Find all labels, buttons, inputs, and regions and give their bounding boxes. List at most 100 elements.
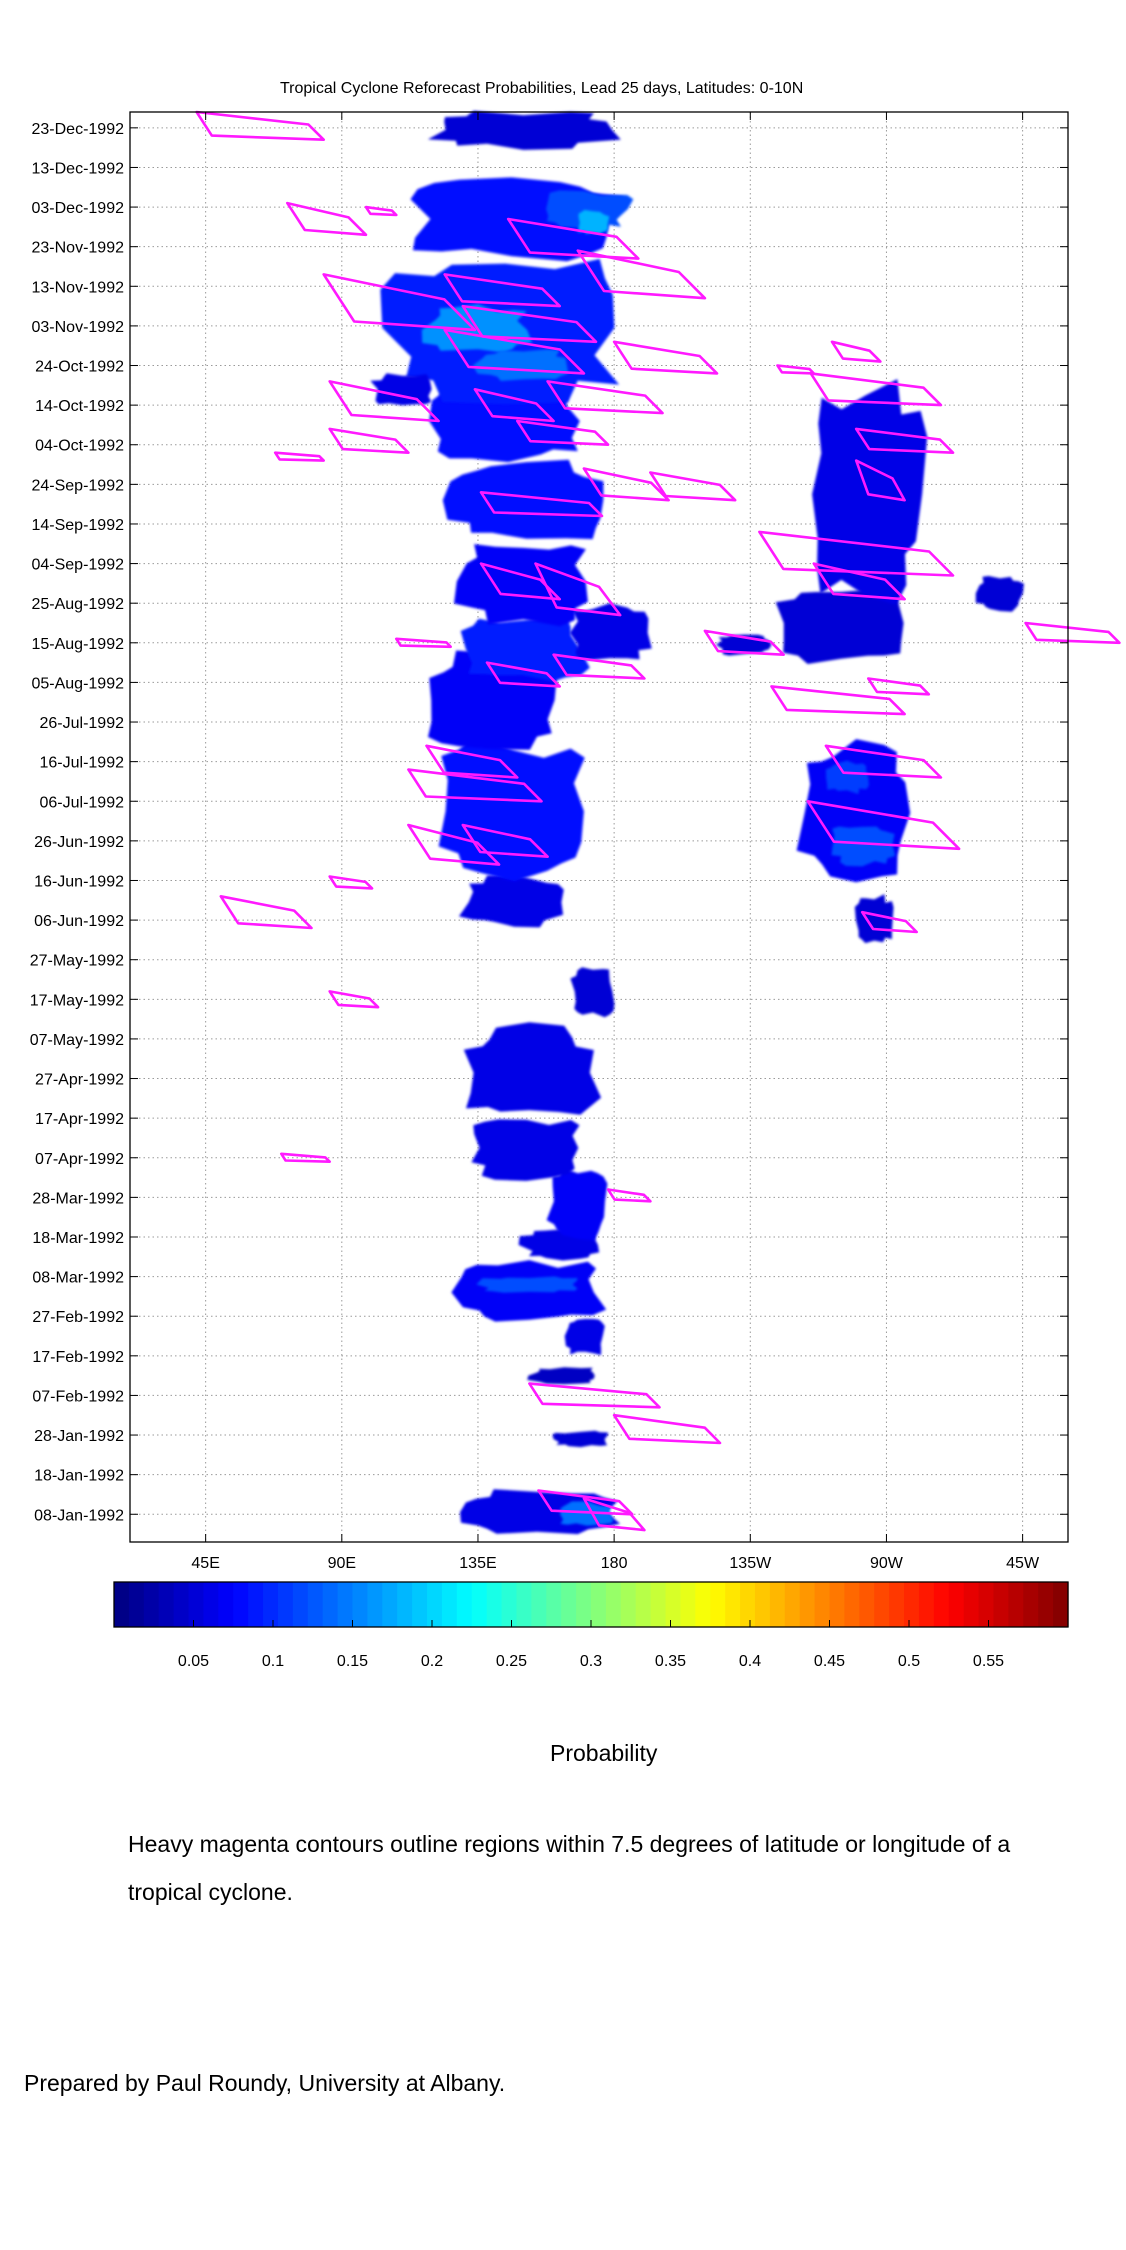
colorbar-cell-3 <box>158 1582 175 1627</box>
colorbar-cell-62 <box>1038 1582 1054 1627</box>
colorbar-cell-13 <box>307 1582 324 1627</box>
colorbar-cell-44 <box>769 1582 786 1627</box>
y-tick-label-19: 16-Jul-1992 <box>40 755 125 772</box>
cyclone-contour-21 <box>867 677 931 696</box>
y-tick-label-5: 27-Feb-1992 <box>32 1309 124 1326</box>
colorbar-cell-15 <box>337 1582 354 1627</box>
cyclone-contour-7 <box>219 895 313 930</box>
cyclone-contour-25 <box>860 910 918 934</box>
colorbar-cell-24 <box>471 1582 488 1627</box>
colorbar-cell-29 <box>546 1582 562 1627</box>
colorbar-cell-18 <box>382 1582 398 1627</box>
colorbar-cell-32 <box>591 1582 607 1627</box>
cyclone-contour-28 <box>582 467 670 502</box>
colorbar-cell-34 <box>620 1582 637 1627</box>
y-tick-label-2: 28-Jan-1992 <box>34 1428 124 1445</box>
cyclone-contour-42 <box>443 328 586 375</box>
cyclone-contour-40 <box>830 340 882 363</box>
cyclone-contour-4 <box>606 1188 652 1203</box>
probability-region-26 <box>427 110 621 150</box>
colorbar-tick-label-9: 0.5 <box>898 1653 920 1670</box>
colorbar-cell-55 <box>933 1582 950 1627</box>
cyclone-contour-22 <box>770 685 906 716</box>
cyclone-contour-17 <box>479 562 561 601</box>
probability-region-10 <box>463 1022 602 1115</box>
y-tick-label-7: 18-Mar-1992 <box>32 1230 124 1247</box>
colorbar-cell-61 <box>1023 1582 1039 1627</box>
colorbar-cell-52 <box>889 1582 905 1627</box>
colorbar-cell-38 <box>680 1582 696 1627</box>
y-tick-label-0: 08-Jan-1992 <box>34 1507 124 1524</box>
probability-region-27 <box>578 209 610 235</box>
colorbar-cell-6 <box>203 1582 219 1627</box>
colorbar-cell-36 <box>650 1582 667 1627</box>
cyclone-contour-34 <box>328 380 440 423</box>
cyclone-contour-44 <box>322 273 477 332</box>
y-tick-label-11: 27-Apr-1992 <box>35 1072 124 1089</box>
cyclone-contour-45 <box>443 273 561 308</box>
cyclone-contour-5 <box>280 1152 331 1163</box>
cyclone-contour-0 <box>582 1497 646 1532</box>
x-tick-label-1: 90E <box>328 1555 356 1572</box>
cyclone-contour-24 <box>806 800 961 851</box>
colorbar-tick-label-1: 0.1 <box>262 1653 284 1670</box>
x-tick-label-4: 135W <box>729 1555 772 1572</box>
colorbar-cell-17 <box>367 1582 383 1627</box>
x-tick-label-5: 90W <box>870 1555 904 1572</box>
y-tick-label-20: 26-Jul-1992 <box>40 715 125 732</box>
y-tick-label-8: 28-Mar-1992 <box>32 1190 124 1207</box>
probability-region-2 <box>552 1430 608 1448</box>
colorbar-cell-30 <box>561 1582 577 1627</box>
probability-region-25 <box>546 190 634 228</box>
colorbar-tick-label-10: 0.55 <box>973 1653 1004 1670</box>
cyclone-contour-27 <box>479 491 604 518</box>
colorbar-cell-56 <box>948 1582 965 1627</box>
cyclone-contour-13 <box>485 661 561 688</box>
y-tick-label-21: 05-Aug-1992 <box>31 675 124 692</box>
y-tick-label-13: 17-May-1992 <box>30 992 124 1009</box>
probability-region-28 <box>775 586 904 664</box>
colorbar-cell-26 <box>501 1582 518 1627</box>
probability-region-18 <box>442 459 604 540</box>
cyclone-contour-50 <box>195 110 325 141</box>
colorbar-cell-35 <box>635 1582 652 1627</box>
cyclone-contour-15 <box>395 637 452 649</box>
cyclone-contour-12 <box>425 744 519 779</box>
colorbar-cell-19 <box>397 1582 413 1627</box>
colorbar-cell-63 <box>1053 1582 1069 1627</box>
cyclone-contour-14 <box>552 653 646 680</box>
colorbar-cell-46 <box>799 1582 816 1627</box>
y-tick-label-3: 07-Feb-1992 <box>32 1388 124 1405</box>
cyclone-contour-35 <box>546 380 664 415</box>
cyclone-contour-46 <box>576 249 707 300</box>
cyclone-contours <box>195 110 1121 1532</box>
colorbar-cell-33 <box>605 1582 622 1627</box>
colorbar-cell-39 <box>695 1582 711 1627</box>
colorbar-cell-10 <box>263 1582 279 1627</box>
probability-region-8 <box>546 1168 608 1241</box>
cyclone-contour-9 <box>407 823 501 866</box>
colorbar-cell-37 <box>665 1582 682 1627</box>
probability-region-17 <box>454 544 588 627</box>
probability-region-16 <box>569 603 652 661</box>
cyclone-contour-11 <box>407 768 543 803</box>
cyclone-contour-41 <box>612 340 719 375</box>
colorbar-cell-50 <box>859 1582 875 1627</box>
probability-region-31 <box>831 826 896 867</box>
y-tick-label-29: 24-Oct-1992 <box>35 359 124 376</box>
y-tick-label-27: 04-Oct-1992 <box>35 438 124 455</box>
y-tick-label-1: 18-Jan-1992 <box>34 1468 124 1485</box>
cyclone-contour-26 <box>1024 621 1121 645</box>
x-tick-label-3: 180 <box>601 1555 628 1572</box>
y-tick-label-35: 23-Dec-1992 <box>32 121 125 138</box>
colorbar-ticks: 0.05 0.1 0.15 0.2 0.25 0.3 0.35 0.4 0.45 0.5 0.55 <box>178 1620 1004 1670</box>
y-tick-label-25: 14-Sep-1992 <box>31 517 124 534</box>
cyclone-contour-16 <box>703 629 785 656</box>
cyclone-contour-39 <box>776 364 816 375</box>
cyclone-contour-23 <box>824 744 943 779</box>
cyclone-contour-29 <box>649 471 737 502</box>
y-tick-label-12: 07-May-1992 <box>30 1032 124 1049</box>
cyclone-contour-33 <box>473 388 555 423</box>
y-tick-label-18: 06-Jul-1992 <box>40 794 125 811</box>
colorbar-cell-53 <box>904 1582 920 1627</box>
